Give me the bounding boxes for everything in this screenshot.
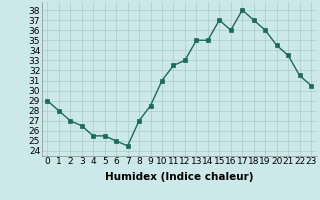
X-axis label: Humidex (Indice chaleur): Humidex (Indice chaleur) [105,172,253,182]
